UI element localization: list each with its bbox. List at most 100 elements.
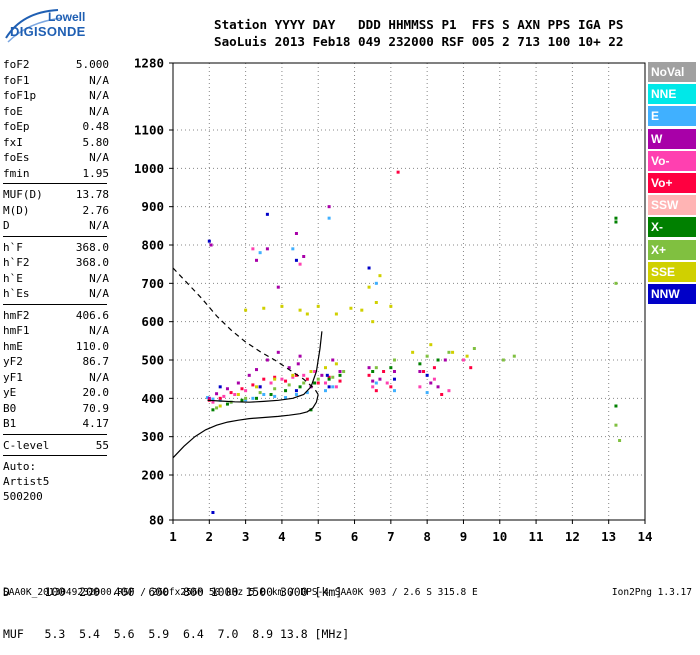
x-tick-label: 9 bbox=[460, 529, 468, 544]
param-row: foF1 N/A bbox=[3, 73, 109, 89]
data-point-x- bbox=[392, 358, 396, 362]
data-point-sse bbox=[244, 308, 248, 312]
data-point-sse bbox=[218, 404, 222, 408]
param-name: B0 bbox=[3, 401, 17, 415]
data-point-w bbox=[276, 285, 280, 289]
data-point-x- bbox=[614, 281, 618, 285]
param-value: 70.9 bbox=[82, 401, 110, 415]
data-point-x- bbox=[302, 381, 306, 385]
data-point-w bbox=[265, 247, 269, 251]
data-point-vo- bbox=[440, 393, 444, 396]
data-point-e bbox=[251, 396, 255, 400]
plot-frame bbox=[172, 62, 646, 521]
data-point-vo- bbox=[447, 389, 451, 393]
data-point-w bbox=[327, 205, 331, 209]
data-point-e bbox=[258, 251, 262, 255]
data-point-e bbox=[305, 391, 309, 395]
data-point-sse bbox=[465, 354, 469, 358]
legend-item-e: E bbox=[648, 106, 696, 127]
y-axis-ticks: 80 200 300 400 500 600 700 800 900 1000 1100 1280 bbox=[134, 56, 173, 528]
param-value: N/A bbox=[89, 370, 109, 384]
param-row: B0 70.9 bbox=[3, 401, 109, 417]
logo-line2: DIGISONDE bbox=[10, 24, 86, 39]
data-point-e bbox=[374, 281, 378, 285]
param-value: N/A bbox=[89, 271, 109, 285]
x-tick-label: 7 bbox=[387, 529, 395, 544]
data-point-sse bbox=[323, 366, 327, 370]
param-name: C-level bbox=[3, 438, 50, 452]
legend-item-sse: SSE bbox=[648, 261, 696, 282]
distance-muf-table: D 100 200 400 600 800 1000 1500 3000 [km… bbox=[3, 557, 349, 655]
y-tick-label: 700 bbox=[141, 276, 164, 291]
data-point-sse bbox=[451, 350, 455, 354]
data-point-x- bbox=[447, 350, 451, 354]
version-label: Ion2Png 1.3.17 bbox=[611, 587, 692, 598]
param-row: hmE 110.0 bbox=[3, 339, 109, 355]
param-name: hmE bbox=[3, 339, 23, 353]
param-divider bbox=[3, 303, 107, 305]
param-value: 406.6 bbox=[75, 308, 109, 322]
logo-line1: Lowell bbox=[48, 10, 86, 24]
data-point-w bbox=[331, 358, 335, 362]
data-point-vo- bbox=[251, 247, 255, 251]
data-point-x- bbox=[225, 402, 229, 406]
data-point-sse bbox=[255, 385, 259, 389]
data-point-vo- bbox=[382, 370, 386, 373]
autoscaling-info: 500200 bbox=[3, 490, 43, 503]
data-point-x- bbox=[244, 396, 248, 400]
data-point-x- bbox=[287, 383, 291, 387]
param-name: foF2 bbox=[3, 58, 30, 71]
data-point-x- bbox=[258, 391, 262, 395]
data-point-w bbox=[265, 358, 269, 362]
data-point-w bbox=[418, 370, 422, 373]
data-point-sse bbox=[360, 308, 364, 312]
data-point-vo- bbox=[305, 377, 309, 381]
param-name: foEp bbox=[3, 120, 30, 133]
data-point-nnw bbox=[325, 373, 329, 377]
data-point-w bbox=[320, 373, 324, 377]
data-point-nnw bbox=[425, 373, 429, 377]
param-row: yF2 86.7 bbox=[3, 354, 109, 370]
data-point-vo- bbox=[291, 375, 295, 379]
data-point-x- bbox=[501, 358, 505, 362]
data-point-vo- bbox=[302, 373, 306, 377]
param-row: hmF2 406.6 bbox=[3, 308, 109, 324]
data-point-vo- bbox=[298, 262, 302, 266]
data-point-x- bbox=[418, 362, 422, 366]
data-point-sse bbox=[236, 393, 240, 396]
param-row: foF1p N/A bbox=[3, 88, 109, 104]
data-point-x- bbox=[313, 381, 317, 385]
legend-item-ssw: SSW bbox=[648, 195, 696, 216]
data-point-e bbox=[211, 397, 215, 401]
param-row: yE 20.0 bbox=[3, 385, 109, 401]
param-name: h`Es bbox=[3, 287, 30, 300]
data-point-x- bbox=[298, 385, 302, 389]
data-point-vo- bbox=[251, 383, 255, 387]
x-tick-label: 12 bbox=[565, 529, 580, 544]
data-point-w bbox=[298, 354, 302, 358]
data-point-w bbox=[294, 232, 298, 235]
param-value: 86.7 bbox=[82, 355, 110, 368]
param-value: 13.78 bbox=[75, 188, 109, 201]
chart-grid bbox=[173, 63, 645, 520]
param-divider bbox=[3, 183, 107, 184]
param-row: foEs N/A bbox=[3, 150, 109, 166]
param-value: N/A bbox=[89, 73, 109, 87]
data-point-x- bbox=[436, 358, 440, 362]
data-point-x- bbox=[338, 373, 342, 377]
data-point-x- bbox=[316, 377, 320, 381]
x-tick-label: 10 bbox=[492, 529, 507, 544]
chart-points bbox=[205, 170, 622, 514]
data-point-sse bbox=[291, 373, 295, 377]
legend-item-w: W bbox=[648, 128, 696, 149]
data-point-vo- bbox=[334, 385, 338, 389]
param-value: 20.0 bbox=[82, 386, 110, 399]
param-name: yE bbox=[3, 386, 17, 399]
data-point-e bbox=[392, 389, 396, 393]
param-row: fxI 5.80 bbox=[3, 135, 109, 151]
param-row: fmin 1.95 bbox=[3, 166, 109, 182]
param-name: hmF2 bbox=[3, 308, 30, 322]
x-tick-label: 5 bbox=[314, 529, 322, 544]
data-point-e bbox=[218, 398, 222, 402]
data-point-sse bbox=[349, 306, 353, 310]
